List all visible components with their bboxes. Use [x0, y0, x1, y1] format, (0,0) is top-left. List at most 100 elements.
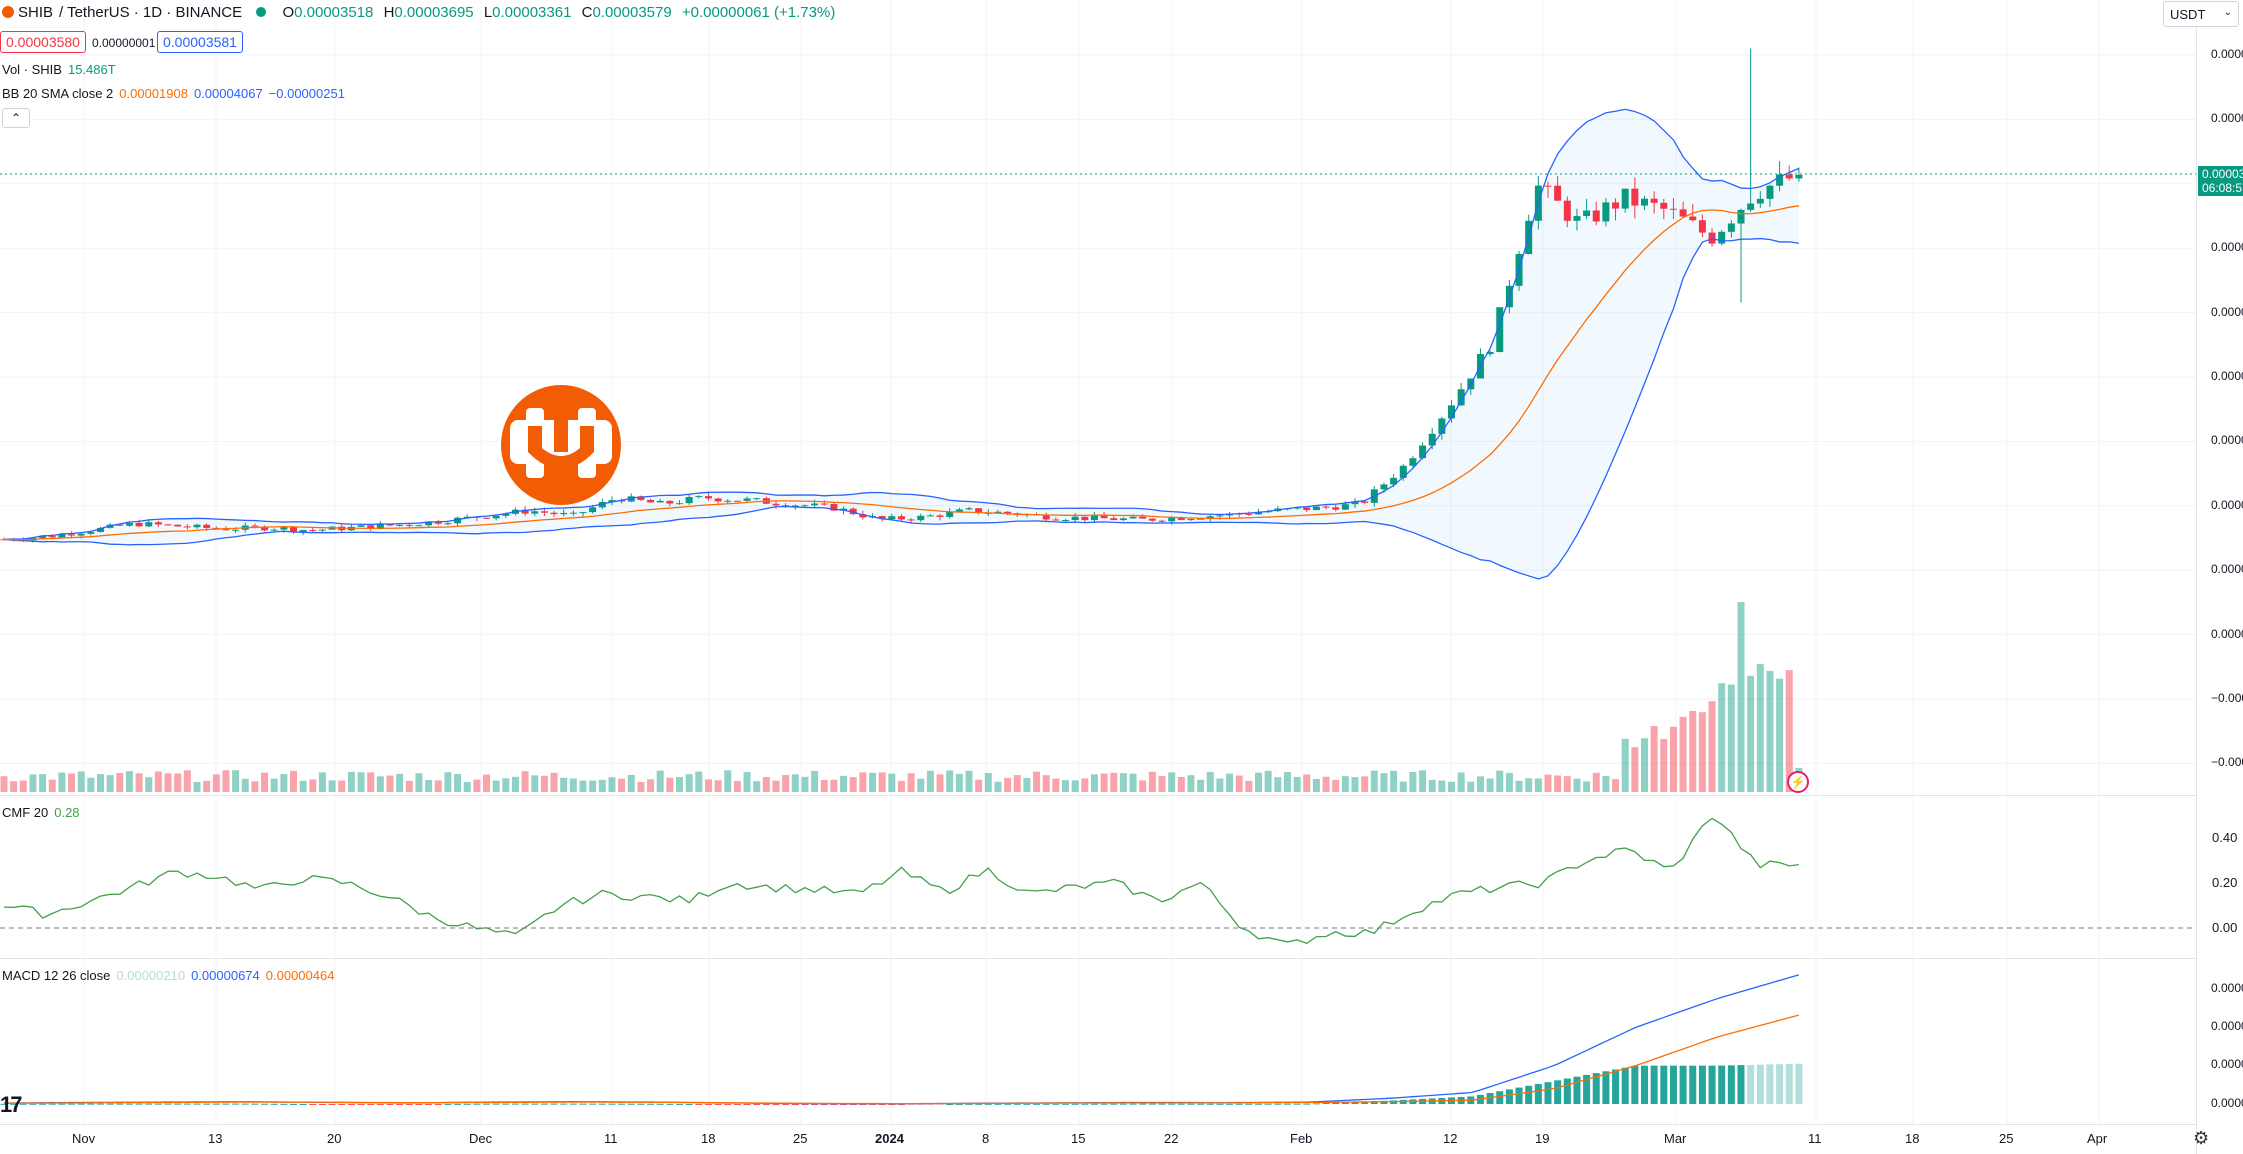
macd-histogram-bar: [376, 1104, 384, 1105]
volume-bar: [656, 770, 664, 792]
volume-bar: [975, 779, 983, 792]
macd-histogram-bar: [743, 1104, 751, 1105]
candle-body: [203, 524, 211, 528]
macd-histogram-bar: [917, 1104, 925, 1105]
volume-bar: [174, 773, 182, 792]
macd-histogram-bar: [347, 1104, 355, 1105]
market-status-icon[interactable]: [256, 7, 267, 17]
macd-histogram-bar: [367, 1104, 375, 1105]
macd-histogram-bar: [309, 1104, 317, 1105]
candle-body: [1756, 198, 1764, 204]
macd-histogram-bar: [589, 1103, 597, 1105]
time-tick-label: Apr: [2087, 1131, 2108, 1146]
macd-histogram-bar: [1004, 1103, 1012, 1105]
symbol-legend: SHIB / TetherUS · 1D · BINANCE O0.0000351…: [2, 4, 841, 21]
tradingview-logo-icon[interactable]: 17: [0, 1092, 23, 1117]
volume-bar: [1554, 775, 1562, 792]
macd-legend[interactable]: MACD 12 26 close 0.00000210 0.00000674 0.00…: [2, 968, 335, 983]
volume-bar: [1467, 781, 1475, 792]
macd-histogram-bar: [782, 1104, 790, 1105]
chart-canvas[interactable]: [0, 0, 2196, 1154]
bb-legend[interactable]: BB 20 SMA close 2 0.00001908 0.00004067 −0.…: [2, 86, 345, 101]
cmf-legend[interactable]: CMF 20 0.28: [2, 805, 80, 820]
macd-histogram-bar: [849, 1104, 857, 1105]
candle-body: [318, 529, 326, 531]
buy-price-button[interactable]: 0.00003581: [157, 31, 243, 53]
volume-bar: [511, 776, 519, 792]
price-tick-label: 0.00001000: [2211, 497, 2243, 512]
candle-body: [531, 511, 539, 514]
collapse-legend-button[interactable]: ⌃: [2, 108, 30, 128]
candle-body: [1660, 202, 1668, 209]
volume-bar: [58, 772, 66, 792]
candle-body: [1708, 232, 1716, 244]
macd-histogram-bar: [48, 1103, 56, 1105]
volume-bar: [627, 774, 635, 792]
symbol-name[interactable]: SHIB: [18, 4, 54, 21]
volume-bar: [222, 770, 230, 792]
macd-histogram-bar: [676, 1103, 683, 1105]
volume-bar: [1100, 773, 1108, 792]
candle-body: [1071, 516, 1079, 521]
candle-body: [1332, 507, 1340, 510]
macd-histogram-bar: [1100, 1103, 1108, 1105]
volume-bar: [309, 779, 317, 792]
volume-bar: [1718, 683, 1726, 792]
time-tick-label: Dec: [469, 1131, 493, 1146]
macd-histogram-bar: [1187, 1103, 1195, 1105]
candle-body: [1090, 515, 1098, 521]
volume-bar: [637, 781, 645, 792]
candle-body: [58, 534, 66, 538]
sell-price-button[interactable]: 0.00003580: [0, 31, 86, 53]
candle-body: [183, 526, 191, 528]
volume-bar: [849, 777, 857, 792]
candle-body: [174, 524, 182, 527]
volume-bar: [1274, 777, 1282, 792]
macd-histogram-bar: [1534, 1083, 1542, 1104]
macd-histogram-bar: [1139, 1103, 1147, 1105]
candle-body: [1158, 520, 1166, 522]
candle-body: [125, 522, 133, 526]
macd-histogram-bar: [1727, 1065, 1735, 1104]
volume-bar: [125, 771, 133, 792]
volume-bar: [811, 770, 819, 792]
macd-histogram-bar: [97, 1103, 104, 1105]
candle-body: [367, 525, 375, 529]
candle-body: [1698, 220, 1706, 233]
volume-bar: [290, 770, 297, 792]
macd-histogram-bar: [830, 1104, 838, 1105]
macd-histogram-bar: [1062, 1103, 1069, 1105]
macd-histogram-bar: [492, 1103, 500, 1105]
volume-bar: [386, 775, 394, 792]
macd-histogram-bar: [1081, 1103, 1089, 1105]
macd-histogram-bar: [965, 1103, 973, 1105]
volume-bar: [840, 775, 848, 792]
volume-bar: [1660, 738, 1668, 792]
candle-body: [261, 526, 269, 531]
macd-histogram-bar: [1293, 1103, 1301, 1105]
lightning-icon[interactable]: ⚡: [1787, 771, 1809, 793]
macd-histogram-bar: [415, 1104, 423, 1105]
macd-histogram-bar: [203, 1103, 211, 1105]
volume-bar: [869, 772, 876, 792]
volume-legend[interactable]: Vol · SHIB 15.486T: [2, 62, 116, 77]
candle-body: [569, 512, 577, 514]
volume-bar: [415, 773, 423, 792]
candle-body: [936, 515, 944, 517]
pane-separator[interactable]: [0, 958, 2196, 959]
volume-bar: [183, 770, 191, 792]
pane-separator[interactable]: [0, 795, 2196, 796]
cmf-tick-label: 0.20: [2212, 875, 2238, 890]
settings-gear-icon[interactable]: ⚙: [2193, 1128, 2210, 1148]
macd-histogram-bar: [811, 1104, 819, 1105]
volume-bar: [492, 780, 500, 792]
candle-body: [965, 508, 973, 510]
macd-histogram-bar: [502, 1103, 510, 1105]
cmf-line: [3, 817, 1799, 945]
price-tick-label: 0.00000500: [2211, 562, 2243, 577]
currency-dropdown[interactable]: USDT ⌄: [2163, 1, 2239, 27]
volume-bar: [483, 774, 490, 792]
close-value: 0.00003579: [592, 4, 672, 21]
candle-body: [1448, 405, 1455, 419]
macd-histogram-bar: [183, 1103, 191, 1105]
